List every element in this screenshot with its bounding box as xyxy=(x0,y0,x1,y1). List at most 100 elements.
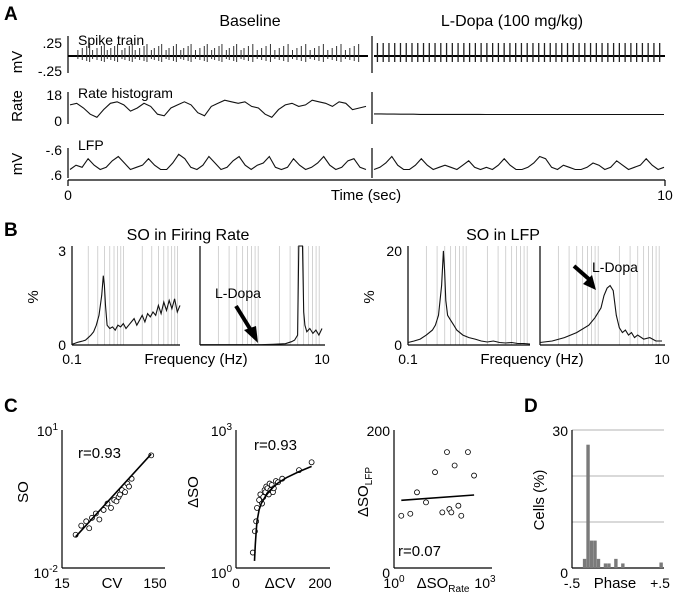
scatter-point xyxy=(458,512,465,519)
b1-xlabel: Frequency (Hz) xyxy=(144,351,247,368)
c3-xlabel: ΔSORate xyxy=(417,575,470,595)
c3-ytick-top: 200 xyxy=(367,423,391,439)
panel-b-traces xyxy=(71,245,662,346)
b-title-firing: SO in Firing Rate xyxy=(127,227,250,244)
spike-ytick-bottom: -.25 xyxy=(38,63,62,79)
column-title-ldopa: L-Dopa (100 mg/kg) xyxy=(441,13,583,30)
rate-trace-ldopa xyxy=(374,113,664,116)
c1-xtick-high: 150 xyxy=(143,575,167,591)
b-trace-3 xyxy=(539,284,662,344)
c1-xlabel: CV xyxy=(102,575,123,592)
b2-annotation-arrow xyxy=(572,264,592,282)
d-bar xyxy=(603,563,608,568)
b-trace-0 xyxy=(71,275,181,345)
scatter-point xyxy=(308,459,315,466)
c1-ytick-top: 101 xyxy=(37,422,59,439)
lfp-ytick-bottom: .6 xyxy=(50,167,62,183)
scatter-point xyxy=(444,449,450,456)
panel-b-axes xyxy=(71,246,665,346)
scatter-point xyxy=(78,522,85,529)
d-ylabel: Cells (%) xyxy=(531,470,548,531)
row-title-spike-train: Spike train xyxy=(78,32,144,48)
c1-xtick-low: 15 xyxy=(54,575,70,591)
d-ytick-top: 30 xyxy=(552,423,568,439)
scatter-point xyxy=(432,469,438,476)
c2-xtick-high: 200 xyxy=(308,575,332,591)
b1-xtick-high: 10 xyxy=(314,351,330,367)
scatter-point xyxy=(122,489,128,496)
d-ytick-bottom: 0 xyxy=(560,565,568,581)
scatter-point xyxy=(451,462,458,469)
c3-xtick-high: 103 xyxy=(474,574,496,591)
b2-ytick-top: 20 xyxy=(386,243,402,259)
b2-xlabel: Frequency (Hz) xyxy=(480,351,583,368)
c3-ylabel: ΔSOLFP xyxy=(355,467,375,517)
b2-annotation-ldopa: L-Dopa xyxy=(592,259,638,275)
d-bar xyxy=(589,540,594,568)
fit-line xyxy=(75,453,152,538)
d-bar xyxy=(621,563,625,568)
d-xlabel: Phase xyxy=(594,575,637,592)
d-bar xyxy=(586,444,590,568)
c2-xlabel: ΔCV xyxy=(265,575,296,592)
spike-ytick-top: .25 xyxy=(43,35,63,51)
b2-xtick-low: 0.1 xyxy=(398,351,418,367)
c2-xtick-low: 0 xyxy=(232,575,240,591)
lfp-trace-baseline xyxy=(69,153,367,171)
rate-trace-baseline xyxy=(69,99,367,118)
b1-ylabel: % xyxy=(25,290,42,303)
fit-line xyxy=(401,494,475,502)
b-trace-1 xyxy=(200,245,323,346)
scatter-point xyxy=(465,449,471,456)
b1-annotation-ldopa: L-Dopa xyxy=(215,285,261,301)
c2-r-label: r=0.93 xyxy=(254,437,297,454)
panel-label-d: D xyxy=(524,396,538,417)
d-bar xyxy=(614,558,618,568)
panel-label-a: A xyxy=(4,4,18,25)
time-xtick-0: 0 xyxy=(64,187,72,203)
d-xtick-high: +.5 xyxy=(650,575,670,591)
scatter-point xyxy=(96,516,103,523)
b1-ytick-bottom: 0 xyxy=(58,337,66,353)
column-title-baseline: Baseline xyxy=(219,13,280,30)
row-ylabel-spike: mV xyxy=(9,51,26,74)
scatter-point xyxy=(448,509,455,516)
b1-xtick-low: 0.1 xyxy=(62,351,82,367)
d-grid xyxy=(572,429,664,523)
rate-ytick-bottom: 0 xyxy=(54,113,62,129)
d-bar xyxy=(596,558,601,568)
panel-label-b: B xyxy=(4,220,18,241)
scatter-point xyxy=(414,489,420,496)
c2-ytick-bottom: 100 xyxy=(211,564,233,581)
c1-ylabel: SO xyxy=(15,481,32,503)
c3-ytick-bottom: 0 xyxy=(382,565,390,581)
panel-label-c: C xyxy=(4,396,18,417)
panel-a-traces xyxy=(68,43,665,171)
b-trace-2 xyxy=(407,250,531,345)
c3-marks xyxy=(398,449,477,519)
d-bar xyxy=(582,558,587,568)
c3-r-label: r=0.07 xyxy=(398,543,441,560)
b1-annotation-arrow xyxy=(234,304,254,334)
b2-ytick-bottom: 0 xyxy=(394,337,402,353)
scatter-point xyxy=(398,512,405,519)
scatter-point xyxy=(407,510,414,517)
b2-xtick-high: 10 xyxy=(654,351,670,367)
lfp-trace-ldopa xyxy=(373,155,665,171)
time-xtick-10: 10 xyxy=(657,187,673,203)
time-xlabel: Time (sec) xyxy=(331,187,401,204)
c1-r-label: r=0.93 xyxy=(78,445,121,462)
b2-ylabel: % xyxy=(361,290,378,303)
scatter-point xyxy=(126,483,132,490)
lfp-ytick-top: -.6 xyxy=(46,142,63,158)
b-title-lfp: SO in LFP xyxy=(466,227,540,244)
c1-marks xyxy=(72,452,155,538)
scatter-point xyxy=(439,509,446,516)
b2-annotation-arrowhead xyxy=(583,275,596,290)
scatter-point xyxy=(108,504,114,511)
c2-ytick-top: 103 xyxy=(211,422,233,439)
scatter-point xyxy=(455,502,462,509)
row-title-rate-histogram: Rate histogram xyxy=(78,85,173,101)
c2-ylabel: ΔSO xyxy=(185,476,202,508)
